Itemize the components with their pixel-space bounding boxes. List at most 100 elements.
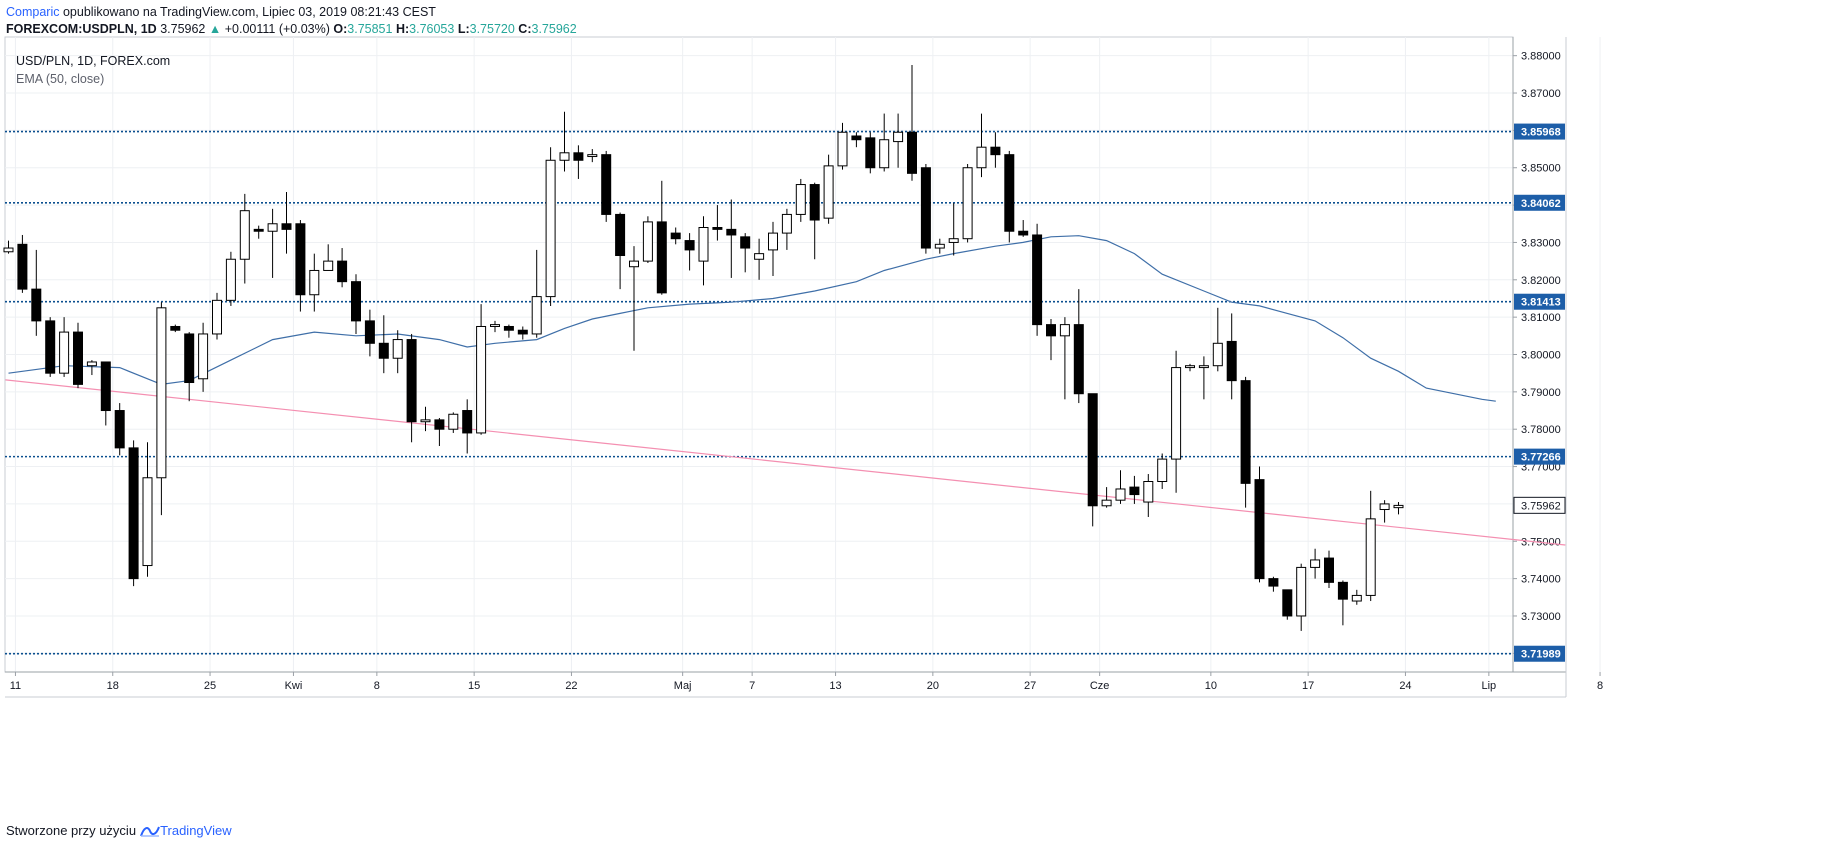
candle-body[interactable] — [142, 477, 153, 567]
candle-body[interactable] — [893, 131, 904, 143]
candle-body[interactable] — [239, 210, 250, 260]
candle-body[interactable] — [642, 221, 653, 262]
candle-body[interactable] — [253, 228, 264, 232]
candle-body[interactable] — [795, 184, 806, 215]
candle-body[interactable] — [976, 146, 987, 169]
candle-body[interactable] — [684, 240, 695, 251]
candle-body[interactable] — [3, 247, 14, 253]
candle-body[interactable] — [1282, 589, 1293, 617]
candle-body[interactable] — [1059, 324, 1070, 337]
candle-body[interactable] — [476, 325, 487, 434]
candle-body[interactable] — [184, 333, 195, 384]
candle-body[interactable] — [59, 331, 70, 374]
candle-body[interactable] — [601, 154, 612, 215]
candle-body[interactable] — [1046, 324, 1056, 337]
candle-body[interactable] — [1171, 367, 1182, 460]
candle-body[interactable] — [1143, 481, 1154, 503]
candle-body[interactable] — [712, 227, 723, 230]
candle-body[interactable] — [934, 243, 945, 249]
candle-body[interactable] — [907, 131, 917, 174]
candle-body[interactable] — [1157, 458, 1168, 482]
candle-body[interactable] — [990, 146, 1001, 156]
candle-body[interactable] — [1337, 581, 1348, 600]
candle-body[interactable] — [740, 236, 751, 249]
candle-body[interactable] — [948, 238, 959, 243]
candle-body[interactable] — [1129, 486, 1140, 496]
candle-body[interactable] — [851, 135, 862, 141]
candle-body[interactable] — [378, 342, 389, 359]
candle-body[interactable] — [1296, 566, 1307, 617]
candle-body[interactable] — [517, 329, 528, 335]
candle-body[interactable] — [1268, 578, 1279, 587]
candle-body[interactable] — [879, 139, 890, 169]
candle-body[interactable] — [1101, 499, 1112, 507]
candle-body[interactable] — [86, 361, 97, 367]
candle-body[interactable] — [1240, 380, 1251, 484]
candle-body[interactable] — [726, 228, 737, 236]
candle-body[interactable] — [1393, 504, 1404, 509]
candle-body[interactable] — [225, 258, 236, 301]
price-chart[interactable]: 3.880003.870003.860003.850003.840003.830… — [0, 0, 1828, 820]
candle-body[interactable] — [406, 339, 417, 423]
candle-body[interactable] — [100, 361, 111, 412]
series-legend[interactable]: USD/PLN, 1D, FOREX.com — [16, 54, 171, 68]
candle-body[interactable] — [309, 269, 320, 296]
candle-body[interactable] — [31, 288, 42, 322]
candle-body[interactable] — [545, 159, 556, 298]
candle-body[interactable] — [73, 331, 83, 385]
candle-body[interactable] — [434, 419, 445, 430]
candle-body[interactable] — [17, 243, 28, 290]
candle-body[interactable] — [128, 447, 139, 580]
candle-body[interactable] — [281, 223, 292, 230]
candle-body[interactable] — [1018, 230, 1029, 236]
candle-body[interactable] — [573, 152, 584, 161]
indicator-legend[interactable]: EMA (50, close) — [16, 72, 105, 86]
candle-body[interactable] — [865, 137, 876, 169]
candle-body[interactable] — [1351, 594, 1362, 602]
candle-body[interactable] — [559, 152, 570, 161]
candle-body[interactable] — [1379, 503, 1390, 511]
candle-body[interactable] — [503, 325, 514, 331]
candle-body[interactable] — [337, 260, 348, 283]
candle-body[interactable] — [1115, 488, 1126, 501]
candle-body[interactable] — [212, 299, 222, 335]
candle-body[interactable] — [1212, 342, 1223, 367]
candle-body[interactable] — [920, 167, 931, 249]
candle-body[interactable] — [462, 410, 473, 434]
candle-body[interactable] — [198, 333, 209, 380]
candle-body[interactable] — [587, 154, 598, 158]
candle-body[interactable] — [629, 260, 639, 268]
candle-body[interactable] — [1073, 324, 1084, 395]
candle-body[interactable] — [823, 165, 834, 219]
candle-body[interactable] — [670, 232, 681, 240]
candle-body[interactable] — [754, 253, 765, 260]
candle-body[interactable] — [1365, 518, 1376, 596]
candle-body[interactable] — [1310, 559, 1321, 568]
candle-body[interactable] — [1324, 557, 1334, 583]
candle-body[interactable] — [364, 320, 375, 344]
candle-body[interactable] — [1087, 393, 1098, 507]
candle-body[interactable] — [420, 419, 431, 423]
candle-body[interactable] — [156, 307, 167, 479]
trendline[interactable] — [5, 379, 1566, 546]
candle-body[interactable] — [1185, 365, 1195, 369]
candle-body[interactable] — [1032, 234, 1043, 326]
ema-50-line[interactable] — [8, 235, 1496, 402]
candle-body[interactable] — [656, 221, 667, 294]
candle-body[interactable] — [490, 324, 500, 327]
candle-body[interactable] — [837, 131, 848, 167]
candle-body[interactable] — [1254, 479, 1265, 580]
candle-body[interactable] — [45, 320, 56, 374]
candle-body[interactable] — [781, 213, 792, 234]
candle-body[interactable] — [809, 184, 820, 221]
tradingview-link[interactable]: TradingView — [140, 823, 232, 838]
candle-body[interactable] — [962, 167, 973, 240]
candle-body[interactable] — [698, 227, 709, 262]
candle-body[interactable] — [392, 339, 403, 359]
candle-body[interactable] — [768, 232, 778, 251]
candle-body[interactable] — [1226, 340, 1237, 382]
candle-body[interactable] — [295, 223, 306, 296]
candle-body[interactable] — [531, 296, 542, 335]
candle-body[interactable] — [615, 213, 626, 257]
candle-body[interactable] — [323, 260, 334, 271]
